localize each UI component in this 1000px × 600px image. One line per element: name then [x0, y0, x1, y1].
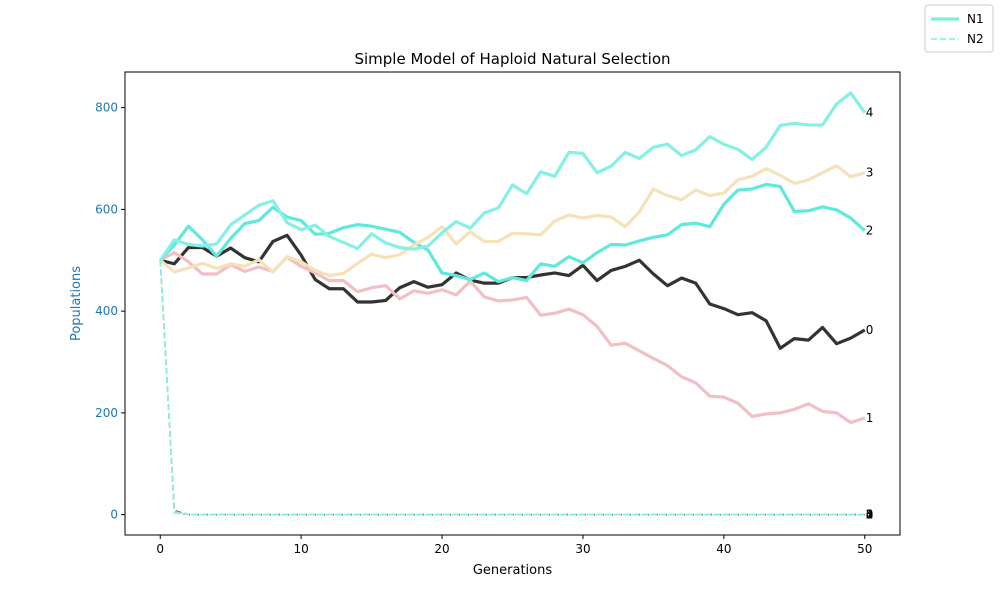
x-axis-title: Generations	[473, 563, 553, 578]
series-end-label-n1: 1	[866, 411, 874, 425]
chart-title: Simple Model of Haploid Natural Selectio…	[354, 50, 670, 68]
x-tick-label: 40	[716, 542, 731, 556]
x-tick-label: 20	[434, 542, 449, 556]
legend-label: N2	[967, 32, 984, 46]
series-end-label-n1: 2	[866, 224, 874, 238]
x-tick-label: 10	[293, 542, 308, 556]
series-line-n1-3	[159, 164, 866, 278]
y-tick-label: 0	[110, 508, 118, 522]
series-line-n2-4	[159, 260, 865, 516]
series-line-n1-0	[159, 233, 866, 350]
y-tick-label: 600	[95, 202, 118, 216]
series-line-n1-4	[158, 91, 867, 262]
series-end-label-n1: 3	[866, 166, 874, 180]
y-tick-label: 200	[95, 406, 118, 420]
legend-frame	[924, 4, 994, 53]
y-tick-label: 800	[95, 101, 118, 115]
x-tick-label: 30	[575, 542, 590, 556]
series-end-label-n2: 1	[866, 508, 874, 522]
x-tick-label: 0	[156, 542, 164, 556]
series-end-label-n2: 0	[866, 508, 874, 522]
legend-label: N1	[967, 12, 984, 26]
y-tick-label: 400	[95, 304, 118, 318]
series-end-label-n1: 4	[866, 106, 874, 120]
series-end-label-n2: 4	[866, 508, 874, 522]
x-tick-label: 50	[857, 542, 872, 556]
series-end-label-n2: 2	[866, 508, 874, 522]
series-end-label-n1: 0	[866, 323, 874, 337]
series-end-label-n2: 3	[866, 508, 874, 522]
plot-area-frame	[124, 71, 901, 536]
y-axis-title: Populations	[69, 266, 84, 341]
